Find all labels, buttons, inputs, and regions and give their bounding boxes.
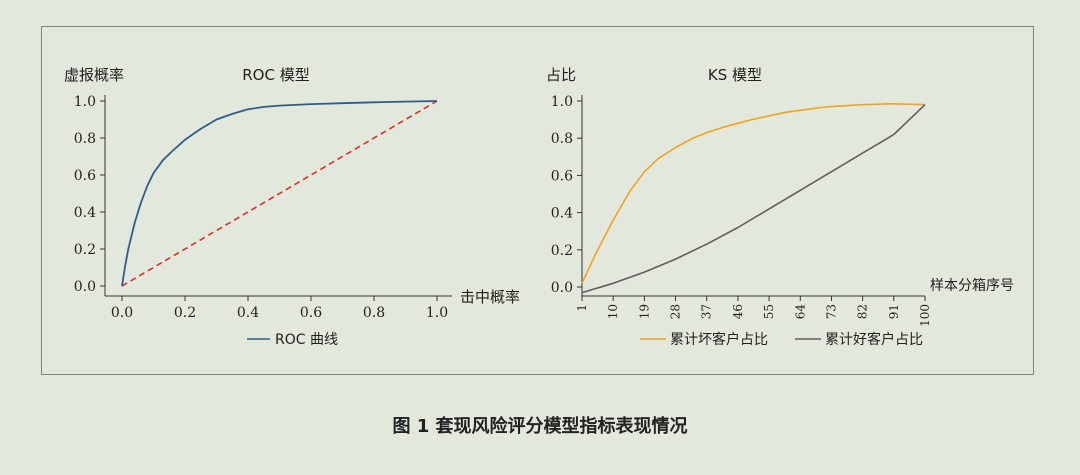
ks-y-tick-label: 0.2 bbox=[551, 243, 573, 259]
ks-chart-title: KS 模型 bbox=[708, 66, 762, 84]
ks-x-tick-label: 46 bbox=[731, 304, 745, 319]
roc-x-tick-label: 0.4 bbox=[237, 305, 259, 321]
roc-x-tick-label: 0.6 bbox=[300, 305, 322, 321]
ks-chart: 0.0 0.2 0.4 0.6 0.8 1.0 1 10 19 28 37 46 55 64 73 82 91 1… bbox=[551, 94, 932, 327]
roc-x-tick-label: 0.0 bbox=[111, 305, 133, 321]
ks-x-axis-label: 样本分箱序号 bbox=[930, 278, 1014, 294]
figure-frame bbox=[41, 26, 1034, 375]
roc-chart-title: ROC 模型 bbox=[242, 66, 309, 84]
ks-y-tick-label: 0.0 bbox=[551, 280, 573, 296]
ks-legend-label-bad: 累计坏客户占比 bbox=[670, 331, 768, 348]
roc-x-tick-label: 0.2 bbox=[174, 305, 196, 321]
roc-y-tick-label: 0.6 bbox=[74, 168, 96, 184]
roc-legend-label: ROC 曲线 bbox=[275, 332, 338, 348]
roc-y-tick-label: 0.8 bbox=[74, 131, 96, 147]
roc-y-tick-label: 0.4 bbox=[74, 205, 96, 221]
ks-bad-cumulative-line bbox=[581, 103, 926, 284]
ks-x-tick-label: 37 bbox=[700, 304, 714, 319]
figure-charts: 虚报概率 ROC 模型 击中概率 ROC 曲线 占比 KS 模型 样本分箱序号 … bbox=[64, 66, 1014, 348]
figure-caption: 图 1 套现风险评分模型指标表现情况 bbox=[392, 416, 688, 437]
ks-x-tick-label: 91 bbox=[887, 304, 901, 319]
roc-y-tick-label: 1.0 bbox=[74, 94, 96, 110]
roc-diagonal-line bbox=[121, 100, 438, 287]
ks-y-tick-label: 0.6 bbox=[551, 168, 573, 184]
ks-legend-label-good: 累计好客户占比 bbox=[825, 331, 923, 348]
roc-y-axis-label: 虚报概率 bbox=[64, 66, 124, 84]
ks-x-tick-label: 73 bbox=[824, 304, 838, 319]
ks-y-tick-label: 1.0 bbox=[551, 94, 573, 110]
ks-x-tick-label: 28 bbox=[669, 304, 683, 319]
ks-x-tick-label: 100 bbox=[918, 304, 932, 327]
roc-y-tick-label: 0.2 bbox=[74, 242, 96, 258]
ks-y-tick-label: 0.8 bbox=[551, 131, 573, 147]
ks-x-tick-label: 64 bbox=[793, 304, 807, 320]
roc-chart: 0.0 0.2 0.4 0.6 0.8 1.0 0.0 0.2 0.4 0.6 0.8 1.0 bbox=[74, 94, 452, 321]
roc-x-tick-label: 1.0 bbox=[426, 305, 448, 321]
ks-x-tick-label: 10 bbox=[606, 304, 620, 319]
ks-x-tick-label: 82 bbox=[856, 304, 870, 319]
roc-x-axis-label: 击中概率 bbox=[460, 288, 520, 306]
ks-x-tick-label: 55 bbox=[762, 304, 776, 319]
ks-x-tick-label: 1 bbox=[575, 304, 589, 312]
ks-y-axis-label: 占比 bbox=[546, 66, 576, 84]
roc-curve-line bbox=[121, 100, 438, 287]
ks-y-tick-label: 0.4 bbox=[551, 206, 573, 222]
roc-y-tick-label: 0.0 bbox=[74, 279, 96, 295]
ks-x-tick-label: 19 bbox=[637, 304, 651, 319]
ks-good-cumulative-line bbox=[581, 104, 926, 294]
roc-x-tick-label: 0.8 bbox=[363, 305, 385, 321]
